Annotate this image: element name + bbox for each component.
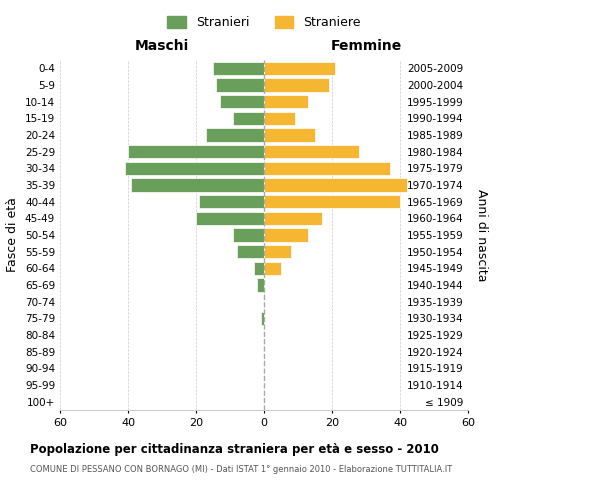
Bar: [264, 95, 308, 108]
Bar: [264, 195, 400, 208]
Bar: [264, 62, 335, 75]
Bar: [254, 262, 264, 275]
Bar: [260, 312, 264, 325]
Bar: [264, 245, 291, 258]
Bar: [125, 162, 264, 175]
Bar: [264, 145, 359, 158]
Text: Popolazione per cittadinanza straniera per età e sesso - 2010: Popolazione per cittadinanza straniera p…: [30, 442, 439, 456]
Bar: [264, 178, 407, 192]
Bar: [131, 178, 264, 192]
Y-axis label: Fasce di età: Fasce di età: [7, 198, 19, 272]
Bar: [264, 78, 329, 92]
Bar: [217, 78, 264, 92]
Bar: [199, 195, 264, 208]
Bar: [264, 128, 315, 141]
Bar: [264, 262, 281, 275]
Bar: [264, 162, 390, 175]
Bar: [264, 112, 295, 125]
Bar: [220, 95, 264, 108]
Bar: [206, 128, 264, 141]
Text: Maschi: Maschi: [135, 39, 189, 53]
Text: COMUNE DI PESSANO CON BORNAGO (MI) - Dati ISTAT 1° gennaio 2010 - Elaborazione T: COMUNE DI PESSANO CON BORNAGO (MI) - Dat…: [30, 465, 452, 474]
Bar: [264, 228, 308, 241]
Y-axis label: Anni di nascita: Anni di nascita: [475, 188, 488, 281]
Bar: [233, 112, 264, 125]
Bar: [264, 212, 322, 225]
Text: Femmine: Femmine: [331, 39, 401, 53]
Legend: Stranieri, Straniere: Stranieri, Straniere: [162, 11, 366, 34]
Bar: [196, 212, 264, 225]
Bar: [128, 145, 264, 158]
Bar: [257, 278, 264, 291]
Bar: [237, 245, 264, 258]
Bar: [233, 228, 264, 241]
Bar: [213, 62, 264, 75]
